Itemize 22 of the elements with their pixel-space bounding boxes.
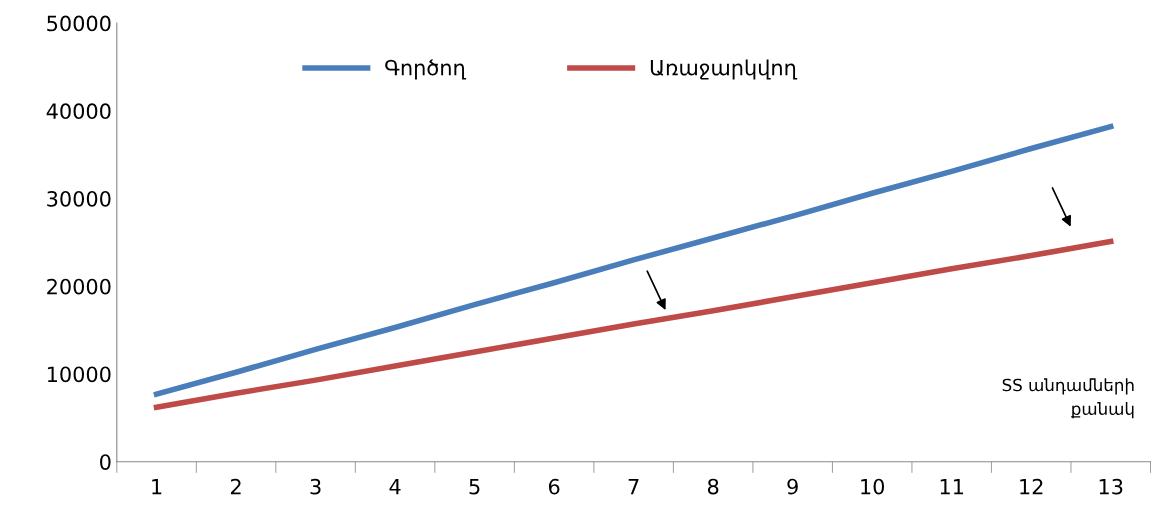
x-tick-label: 11 xyxy=(940,479,964,495)
x-tick-label: 13 xyxy=(1099,478,1123,495)
x-tick-label: 7 xyxy=(628,479,639,495)
x-tick-label: 12 xyxy=(1020,478,1043,495)
y-tick-label: 20000 xyxy=(47,278,111,295)
x-tick-label: 4 xyxy=(389,479,401,495)
x-axis-title: SS անդամների քանակ xyxy=(1002,378,1134,419)
x-tick-label: 10 xyxy=(861,478,885,495)
y-tick-label: 0 xyxy=(100,454,111,470)
legend-label: Գործող xyxy=(385,59,467,80)
x-tick-label: 2 xyxy=(230,478,241,495)
x-tick-label: 1 xyxy=(152,479,162,495)
x-tick-label: 5 xyxy=(469,479,480,495)
x-tick-label: 3 xyxy=(310,478,321,495)
legend-label: Առաջարկվող xyxy=(650,59,798,80)
y-tick-label: 30000 xyxy=(47,190,111,207)
y-tick-label: 50000 xyxy=(47,15,111,32)
x-tick-label: 8 xyxy=(707,478,719,495)
y-tick-label: 10000 xyxy=(47,366,111,383)
x-tick-label: 6 xyxy=(548,478,560,495)
x-tick-label: 9 xyxy=(787,478,798,495)
y-tick-label: 40000 xyxy=(46,103,111,120)
